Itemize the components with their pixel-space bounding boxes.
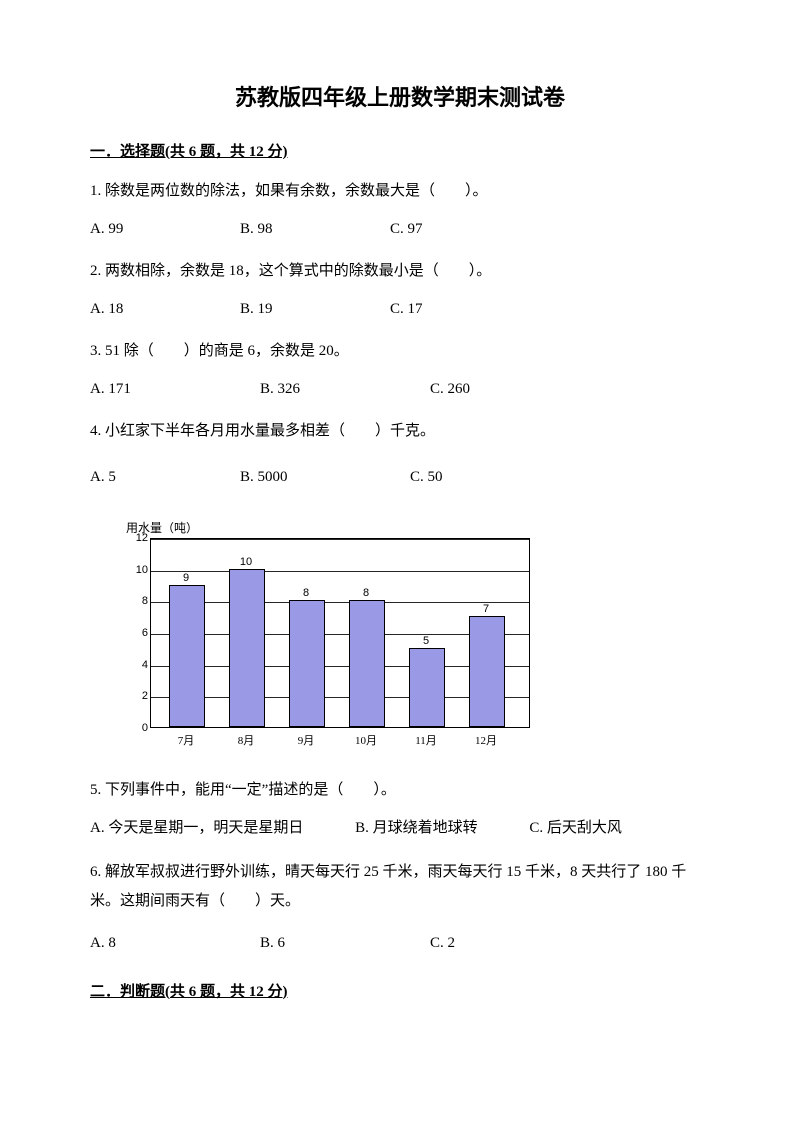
q4-opt-a: A. 5: [90, 465, 240, 489]
q3-opt-b: B. 326: [260, 377, 430, 401]
q3-options: A. 171 B. 326 C. 260: [90, 377, 710, 401]
q5-options: A. 今天是星期一，明天是星期日 B. 月球绕着地球转 C. 后天刮大风: [90, 816, 710, 840]
bar-value-label: 9: [183, 572, 189, 584]
q4-text: 4. 小红家下半年各月用水量最多相差（ ）千克。: [90, 419, 710, 443]
q5-opt-a: A. 今天是星期一，明天是星期日: [90, 816, 303, 840]
q2-opt-c: C. 17: [390, 297, 423, 321]
bar-value-label: 8: [303, 587, 309, 599]
chart-area: 02468101297月108月89月810月511月712月: [120, 538, 540, 748]
plot-area: [150, 538, 530, 728]
q6-options: A. 8 B. 6 C. 2: [90, 929, 710, 958]
q6-opt-c: C. 2: [430, 929, 455, 958]
chart-bar: [229, 569, 265, 727]
ytick-label: 10: [120, 564, 148, 576]
q4-options: A. 5 B. 5000 C. 50: [90, 465, 710, 489]
xtick-label: 7月: [178, 732, 195, 748]
q1-opt-a: A. 99: [90, 217, 240, 241]
ytick-label: 12: [120, 532, 148, 544]
chart-bar: [409, 648, 445, 727]
chart-bar: [289, 600, 325, 727]
q1-options: A. 99 B. 98 C. 97: [90, 217, 710, 241]
question-5: 5. 下列事件中，能用“一定”描述的是（ ）。 A. 今天是星期一，明天是星期日…: [90, 778, 710, 840]
question-4: 4. 小红家下半年各月用水量最多相差（ ）千克。 A. 5 B. 5000 C.…: [90, 419, 710, 489]
q6-text: 6. 解放军叔叔进行野外训练，晴天每天行 25 千米，雨天每天行 15 千米，8…: [90, 858, 710, 915]
grid-line: [151, 602, 529, 603]
ytick-label: 4: [120, 659, 148, 671]
xtick-label: 10月: [355, 732, 377, 748]
chart-bar: [469, 616, 505, 727]
bar-value-label: 8: [363, 587, 369, 599]
q1-opt-c: C. 97: [390, 217, 423, 241]
q6-opt-a: A. 8: [90, 929, 260, 958]
grid-line: [151, 571, 529, 572]
section2-header: 二．判断题(共 6 题，共 12 分): [90, 980, 710, 1001]
chart-bar: [169, 585, 205, 728]
ytick-label: 0: [120, 722, 148, 734]
q5-opt-c: C. 后天刮大风: [529, 816, 622, 840]
q2-options: A. 18 B. 19 C. 17: [90, 297, 710, 321]
xtick-label: 9月: [298, 732, 315, 748]
ytick-label: 8: [120, 595, 148, 607]
q2-opt-b: B. 19: [240, 297, 390, 321]
xtick-label: 8月: [238, 732, 255, 748]
chart-bar: [349, 600, 385, 727]
q5-text: 5. 下列事件中，能用“一定”描述的是（ ）。: [90, 778, 710, 802]
bar-value-label: 5: [423, 635, 429, 647]
bar-value-label: 7: [483, 603, 489, 615]
question-1: 1. 除数是两位数的除法，如果有余数，余数最大是（ ）。 A. 99 B. 98…: [90, 179, 710, 241]
question-6: 6. 解放军叔叔进行野外训练，晴天每天行 25 千米，雨天每天行 15 千米，8…: [90, 858, 710, 958]
q1-text: 1. 除数是两位数的除法，如果有余数，余数最大是（ ）。: [90, 179, 710, 203]
q3-opt-c: C. 260: [430, 377, 470, 401]
page-title: 苏教版四年级上册数学期末测试卷: [90, 80, 710, 112]
xtick-label: 11月: [415, 732, 437, 748]
grid-line: [151, 539, 529, 540]
q5-opt-b: B. 月球绕着地球转: [355, 816, 478, 840]
q2-opt-a: A. 18: [90, 297, 240, 321]
q6-opt-b: B. 6: [260, 929, 430, 958]
bar-value-label: 10: [240, 556, 252, 568]
q2-text: 2. 两数相除，余数是 18，这个算式中的除数最小是（ ）。: [90, 259, 710, 283]
chart-ylabel: 用水量（吨）: [126, 519, 710, 536]
section1-header: 一．选择题(共 6 题，共 12 分): [90, 140, 710, 161]
q1-opt-b: B. 98: [240, 217, 390, 241]
q3-opt-a: A. 171: [90, 377, 260, 401]
q4-opt-b: B. 5000: [240, 465, 410, 489]
ytick-label: 2: [120, 690, 148, 702]
q3-text: 3. 51 除（ ）的商是 6，余数是 20。: [90, 339, 710, 363]
xtick-label: 12月: [475, 732, 497, 748]
question-2: 2. 两数相除，余数是 18，这个算式中的除数最小是（ ）。 A. 18 B. …: [90, 259, 710, 321]
water-usage-chart: 用水量（吨） 0 2 4 6 8 10 12 9 7月 10 8月 8 9月 8 10月 5 11月 7 12月: [120, 519, 710, 748]
question-3: 3. 51 除（ ）的商是 6，余数是 20。 A. 171 B. 326 C.…: [90, 339, 710, 401]
q4-opt-c: C. 50: [410, 465, 443, 489]
ytick-label: 6: [120, 627, 148, 639]
